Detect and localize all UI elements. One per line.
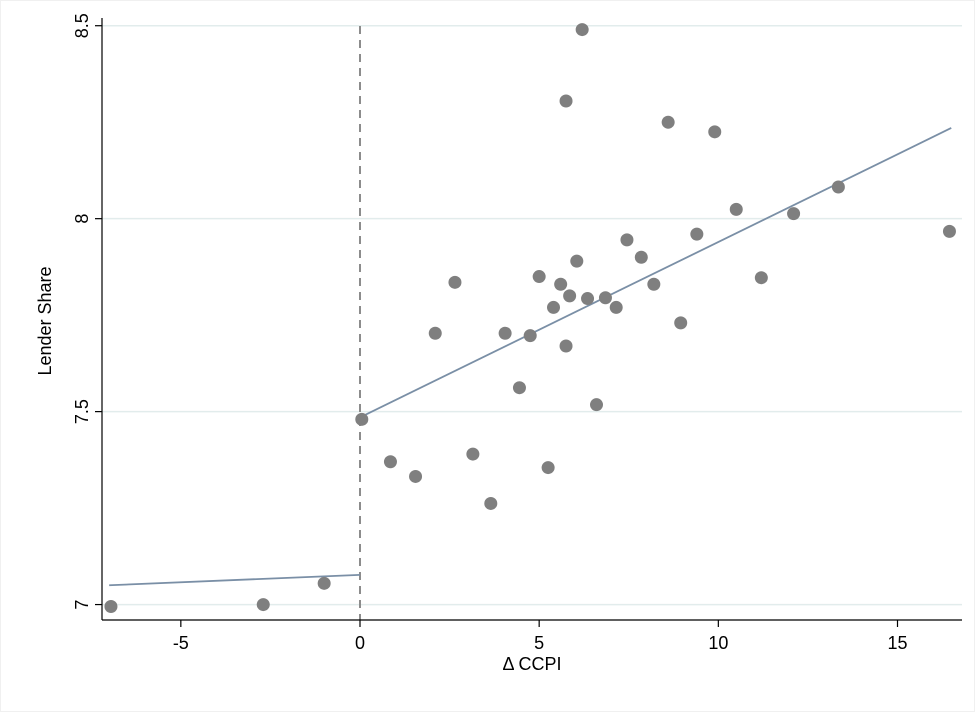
- data-point-38: [942, 224, 956, 238]
- y-tick-label-2: 8: [72, 214, 92, 224]
- data-point-27: [620, 233, 634, 247]
- data-point-35: [754, 271, 768, 285]
- data-point-1: [104, 599, 118, 613]
- data-point-33: [708, 125, 722, 139]
- data-point-11: [498, 326, 512, 340]
- data-point-36: [787, 207, 801, 221]
- data-point-29: [647, 277, 661, 291]
- data-point-23: [581, 292, 595, 306]
- data-point-34: [729, 202, 743, 216]
- data-point-13: [523, 329, 537, 343]
- y-axis-title: Lender Share: [35, 266, 55, 375]
- axes: [101, 18, 962, 621]
- data-point-2: [256, 598, 270, 612]
- data-point-9: [466, 447, 480, 461]
- data-point-31: [674, 316, 688, 330]
- data-point-5: [383, 455, 397, 469]
- x-axis-title: Δ CCPI: [502, 654, 561, 674]
- y-tick-label-1: 7.5: [72, 399, 92, 424]
- data-point-22: [575, 23, 589, 37]
- data-point-17: [554, 277, 568, 291]
- data-point-18: [559, 94, 573, 108]
- x-tick-label-0: -5: [173, 633, 189, 653]
- fit-line-1: [109, 573, 361, 587]
- data-point-10: [484, 496, 498, 510]
- data-point-28: [634, 250, 648, 264]
- fit-line-2: [359, 127, 952, 419]
- data-point-4: [355, 412, 369, 426]
- data-point-26: [609, 300, 623, 314]
- data-point-19: [559, 339, 573, 353]
- data-point-8: [448, 275, 462, 289]
- data-point-12: [512, 381, 526, 395]
- data-point-15: [541, 461, 555, 475]
- data-point-3: [317, 576, 331, 590]
- x-tick-label-4: 15: [887, 633, 907, 653]
- y-axis-ticks: 7 7.5 8 8.5: [72, 13, 102, 610]
- data-point-30: [661, 115, 675, 129]
- data-point-21: [570, 254, 584, 268]
- data-point-32: [690, 227, 704, 241]
- x-tick-label-2: 5: [534, 633, 544, 653]
- y-tick-label-0: 7: [72, 600, 92, 610]
- data-point-20: [563, 289, 577, 303]
- data-point-6: [409, 469, 423, 483]
- y-tick-label-3: 8.5: [72, 13, 92, 38]
- data-point-24: [590, 398, 603, 412]
- x-tick-label-3: 10: [708, 633, 728, 653]
- data-points: [104, 23, 956, 613]
- data-point-37: [831, 180, 845, 194]
- data-point-25: [598, 291, 612, 305]
- grid-lines: [102, 24, 962, 606]
- data-point-7: [428, 326, 442, 340]
- x-tick-label-1: 0: [355, 633, 365, 653]
- x-axis-ticks: -5 0 5 10 15: [173, 620, 908, 653]
- data-point-14: [532, 270, 546, 284]
- fit-lines: [109, 127, 952, 587]
- data-point-16: [547, 300, 560, 314]
